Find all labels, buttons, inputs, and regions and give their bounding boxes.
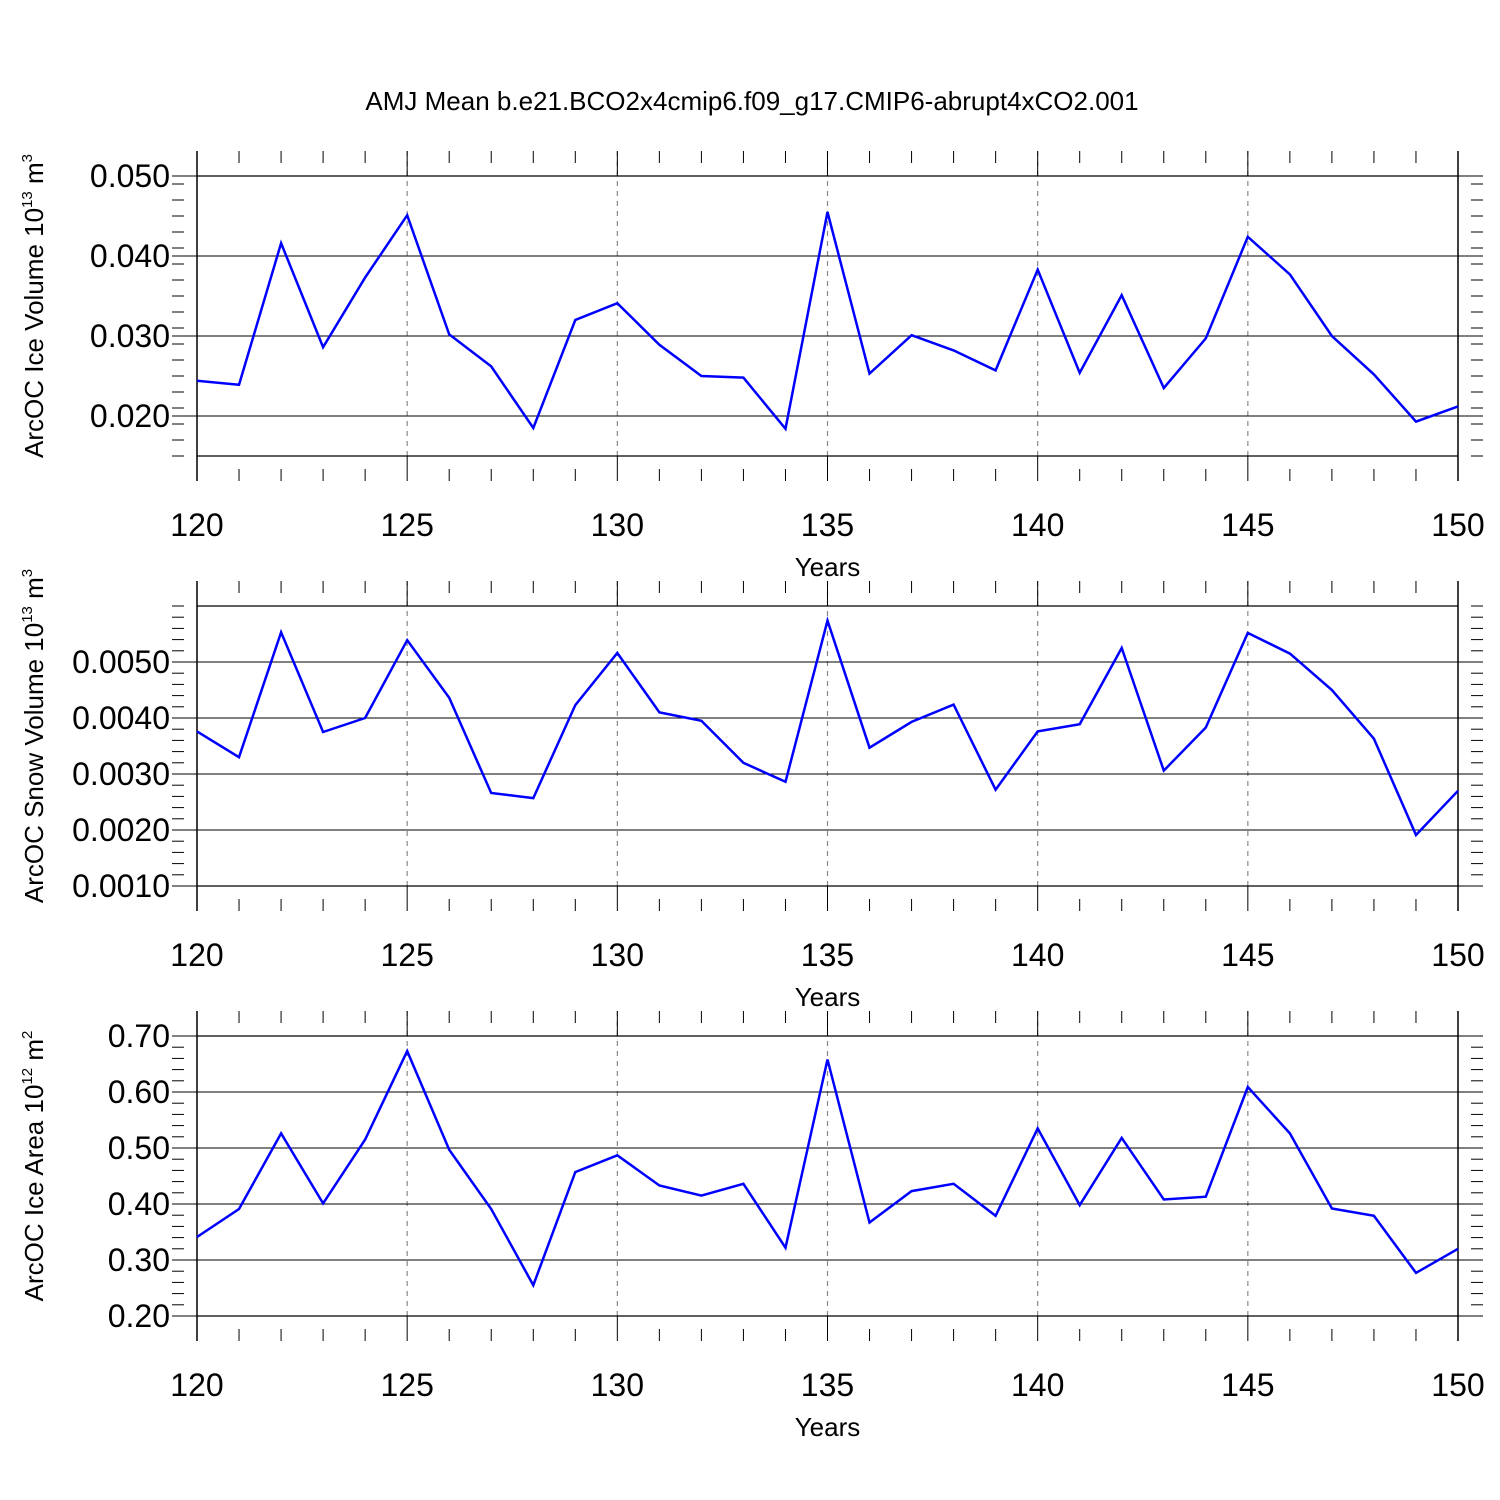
y-axis-label-superscript: 13	[19, 606, 36, 623]
x-tick-label: 120	[170, 507, 223, 543]
x-tick-label: 135	[801, 507, 854, 543]
y-axis-label: ArcOC Ice Area 1012 m2	[19, 1031, 49, 1302]
x-axis-label: Years	[795, 552, 861, 582]
series-line	[196, 616, 1459, 838]
y-tick-label: 0.20	[108, 1298, 170, 1334]
y-tick-label: 0.60	[108, 1074, 170, 1110]
x-tick-label: 140	[1011, 937, 1064, 973]
chart-panel-1: 0.020 0.030 0.040 0.050 120 125 130 135 140 145 15…	[19, 151, 1485, 582]
y-axis-label-part: ArcOC Snow Volume 10	[19, 623, 49, 903]
y-tick-label: 0.0020	[72, 812, 170, 848]
x-tick-label: 145	[1221, 507, 1274, 543]
chart-panel-2: 0.0010 0.0020 0.0030 0.0040 0.0050 120 125 130 1…	[19, 569, 1485, 1012]
y-axis-label-superscript: 12	[19, 1068, 36, 1085]
x-tick-label: 135	[801, 937, 854, 973]
x-tick-label: 140	[1011, 507, 1064, 543]
y-axis-label: ArcOC Ice Volume 1013 m3	[19, 154, 49, 458]
x-tick-label: 140	[1011, 1367, 1064, 1403]
y-tick-label: 0.50	[108, 1130, 170, 1166]
x-tick-label: 150	[1431, 507, 1484, 543]
y-tick-label: 0.040	[90, 238, 170, 274]
x-tick-label: 120	[170, 937, 223, 973]
y-tick-label: 0.050	[90, 158, 170, 194]
series-line	[196, 1048, 1459, 1289]
y-tick-label: 0.030	[90, 318, 170, 354]
x-tick-label: 130	[591, 937, 644, 973]
y-tick-label: 0.0030	[72, 756, 170, 792]
y-axis-label-superscript: 3	[19, 154, 36, 162]
x-axis-label: Years	[795, 1412, 861, 1442]
y-tick-label: 0.020	[90, 398, 170, 434]
y-axis-label-superscript: 2	[19, 1031, 36, 1039]
y-axis-label-part: m	[19, 162, 49, 191]
y-axis-label-part: ArcOC Ice Area 10	[19, 1085, 49, 1302]
y-axis-label-part: ArcOC Ice Volume 10	[19, 208, 49, 458]
y-axis-label-superscript: 3	[19, 569, 36, 577]
chart-panel-3: 0.20 0.30 0.40 0.50 0.60 0.70 120 125 130 135 140 1…	[19, 1011, 1485, 1442]
x-tick-label: 145	[1221, 1367, 1274, 1403]
y-axis-label-part: m	[19, 577, 49, 606]
x-tick-label: 130	[591, 1367, 644, 1403]
y-axis-label-superscript: 13	[19, 191, 36, 208]
x-tick-label: 145	[1221, 937, 1274, 973]
y-tick-label: 0.40	[108, 1186, 170, 1222]
x-tick-label: 125	[380, 937, 433, 973]
y-tick-label: 0.70	[108, 1018, 170, 1054]
y-tick-label: 0.0010	[72, 868, 170, 904]
x-tick-label: 120	[170, 1367, 223, 1403]
x-tick-label: 135	[801, 1367, 854, 1403]
x-tick-label: 150	[1431, 1367, 1484, 1403]
panels-group: 0.020 0.030 0.040 0.050 120 125 130 135 140 145 15…	[19, 151, 1485, 1442]
y-axis-label-part: m	[19, 1039, 49, 1068]
x-tick-label: 130	[591, 507, 644, 543]
y-tick-label: 0.0050	[72, 644, 170, 680]
y-tick-label: 0.0040	[72, 700, 170, 736]
y-axis-label: ArcOC Snow Volume 1013 m3	[19, 569, 49, 903]
x-axis-label: Years	[795, 982, 861, 1012]
y-tick-label: 0.30	[108, 1242, 170, 1278]
figure-title: AMJ Mean b.e21.BCO2x4cmip6.f09_g17.CMIP6…	[365, 86, 1138, 116]
x-tick-label: 150	[1431, 937, 1484, 973]
x-tick-label: 125	[380, 507, 433, 543]
x-tick-label: 125	[380, 1367, 433, 1403]
